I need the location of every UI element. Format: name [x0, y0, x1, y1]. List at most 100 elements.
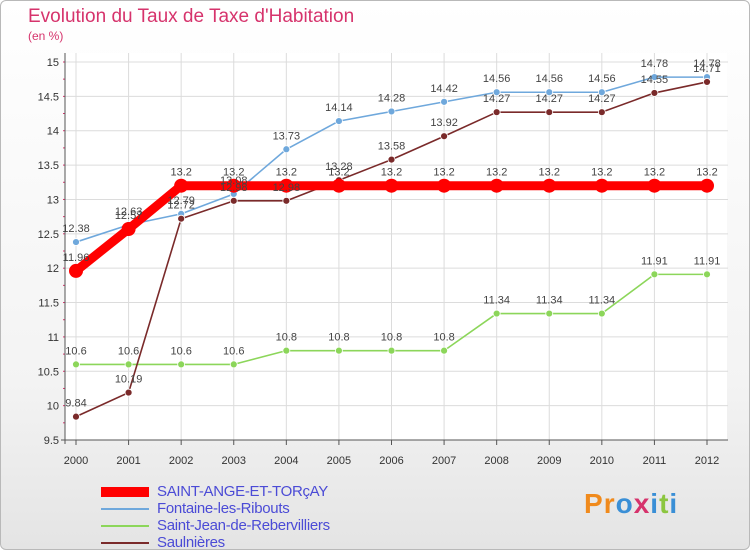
data-point — [177, 360, 186, 369]
data-point — [282, 145, 291, 154]
logo-letter: i — [669, 488, 679, 519]
data-point — [335, 346, 343, 355]
data-point — [69, 263, 83, 278]
data-label: 11.34 — [536, 295, 563, 307]
logo-letter: P — [584, 488, 604, 519]
y-tick-label: 12 — [47, 263, 59, 275]
x-tick-label: 2007 — [432, 455, 456, 467]
y-tick-label: 13 — [47, 194, 59, 206]
legend-swatch — [101, 524, 149, 527]
logo-letter: o — [615, 488, 634, 519]
data-point — [703, 270, 711, 279]
data-point — [594, 178, 609, 193]
x-tick-label: 2000 — [64, 455, 88, 467]
legend-label: Saulnières — [157, 534, 225, 550]
y-tick-label: 14 — [47, 126, 59, 138]
x-tick-label: 2004 — [274, 455, 298, 467]
data-label: 13.92 — [430, 117, 458, 129]
data-point — [597, 88, 606, 97]
data-label: 13.2 — [328, 167, 349, 179]
data-point — [545, 309, 554, 318]
data-label: 10.8 — [276, 332, 297, 344]
data-label: 12.38 — [62, 223, 90, 235]
data-point — [282, 346, 291, 355]
data-point — [229, 196, 238, 205]
data-label: 12.98 — [220, 182, 248, 194]
data-point — [387, 346, 396, 355]
data-label: 14.71 — [693, 63, 721, 75]
data-label: 13.58 — [378, 141, 406, 153]
data-point — [440, 97, 448, 106]
data-label: 13.2 — [276, 167, 297, 179]
data-point — [124, 360, 133, 369]
data-point — [174, 178, 189, 193]
data-label: 13.2 — [591, 167, 612, 179]
data-label: 10.8 — [433, 332, 454, 344]
data-label: 14.78 — [693, 58, 721, 70]
data-label: 14.27 — [483, 93, 511, 105]
data-point — [279, 178, 294, 193]
plot-area — [65, 53, 727, 440]
data-label: 13.73 — [273, 130, 301, 142]
data-point — [489, 178, 504, 193]
data-point — [226, 178, 241, 193]
data-label: 14.28 — [378, 92, 406, 104]
chart-legend: SAINT-ANGE-ET-TORçAY Fontaine-les-Ribouts… — [101, 483, 330, 550]
y-tick-label: 12.5 — [38, 229, 59, 241]
data-point — [650, 73, 659, 82]
y-tick-label: 11.5 — [38, 298, 59, 310]
data-label: 10.8 — [328, 332, 349, 344]
y-tick-label: 9.5 — [44, 435, 59, 447]
x-tick-label: 2006 — [379, 455, 403, 467]
data-label: 14.42 — [430, 83, 458, 95]
data-label: 13.2 — [644, 167, 665, 179]
legend-item: Fontaine-les-Ribouts — [101, 500, 330, 517]
data-point — [229, 360, 238, 369]
chart-unit-label: (en %) — [28, 29, 64, 43]
data-label: 13.28 — [325, 161, 353, 173]
data-point — [437, 178, 452, 193]
data-label: 13.2 — [486, 167, 507, 179]
data-label: 10.8 — [381, 332, 402, 344]
y-tick-label: 10.5 — [38, 366, 59, 378]
data-point — [650, 89, 659, 97]
data-point — [177, 214, 186, 223]
data-label: 11.91 — [694, 255, 721, 267]
data-point — [650, 270, 659, 279]
data-label: 13.2 — [696, 167, 717, 179]
data-label: 12.98 — [273, 182, 301, 194]
legend-swatch — [101, 507, 149, 510]
data-label: 14.78 — [641, 58, 669, 70]
data-point — [387, 155, 396, 164]
data-label: 12.57 — [115, 210, 143, 222]
proxiti-logo: Proxiti — [584, 488, 678, 520]
data-label: 11.96 — [63, 252, 90, 264]
legend-swatch — [101, 541, 149, 544]
x-tick-label: 2001 — [116, 455, 140, 467]
data-label: 10.6 — [170, 345, 191, 357]
data-point — [545, 88, 554, 97]
data-point — [545, 108, 554, 117]
data-label: 10.6 — [223, 345, 244, 357]
data-point — [121, 222, 136, 237]
y-tick-label: 11 — [48, 332, 59, 344]
data-label: 13.2 — [223, 167, 244, 179]
data-label: 11.34 — [588, 295, 615, 307]
data-label: 13.2 — [381, 167, 402, 179]
data-label: 10.6 — [118, 345, 139, 357]
data-label: 14.56 — [483, 73, 511, 85]
data-point — [492, 108, 501, 117]
logo-letter: t — [659, 488, 670, 519]
data-label: 14.55 — [641, 74, 669, 86]
data-point — [282, 196, 291, 205]
legend-label: SAINT-ANGE-ET-TORçAY — [157, 483, 328, 500]
data-point — [700, 178, 714, 193]
y-tick-label: 14.5 — [38, 91, 59, 103]
data-point — [72, 238, 80, 246]
data-point — [597, 309, 606, 318]
x-tick-label: 2011 — [643, 455, 667, 467]
data-label: 14.14 — [325, 102, 353, 114]
data-point — [597, 108, 606, 117]
